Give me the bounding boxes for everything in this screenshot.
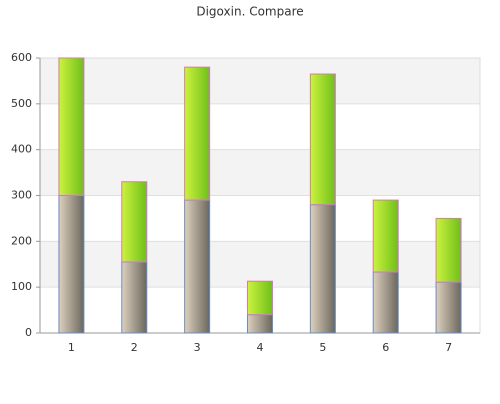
x-tick-label: 4 [257, 341, 264, 354]
x-tick-label: 1 [68, 341, 75, 354]
x-tick-label: 2 [131, 341, 138, 354]
bar-segment [309, 204, 336, 334]
grid-band [40, 149, 480, 196]
bar-segment [58, 195, 85, 334]
bar-segment [247, 280, 273, 316]
x-tick-label: 5 [319, 341, 326, 354]
bar-segment [247, 314, 273, 334]
x-tick-label: 7 [445, 341, 452, 354]
y-tick-label: 300 [11, 189, 32, 202]
y-tick-label: 500 [11, 97, 32, 110]
x-tick-label: 3 [194, 341, 201, 354]
bar-segment [58, 57, 85, 196]
grid-band [40, 241, 480, 288]
bar-segment [435, 281, 462, 334]
y-tick-label: 600 [11, 51, 32, 64]
bar-segment [184, 199, 211, 334]
y-tick-label: 0 [25, 326, 32, 339]
x-tick-label: 6 [382, 341, 389, 354]
bar-segment [309, 73, 336, 206]
y-tick-label: 400 [11, 143, 32, 156]
bar-segment [435, 217, 462, 283]
bar-segment [184, 66, 211, 201]
y-tick-label: 100 [11, 280, 32, 293]
bar-segment [121, 181, 148, 263]
grid-band [40, 58, 480, 104]
bar-segment [372, 271, 399, 334]
y-tick-label: 200 [11, 234, 32, 247]
bar-segment [121, 261, 148, 334]
bar-segment [372, 199, 399, 273]
chart-title: Digoxin. Compare [196, 5, 303, 19]
